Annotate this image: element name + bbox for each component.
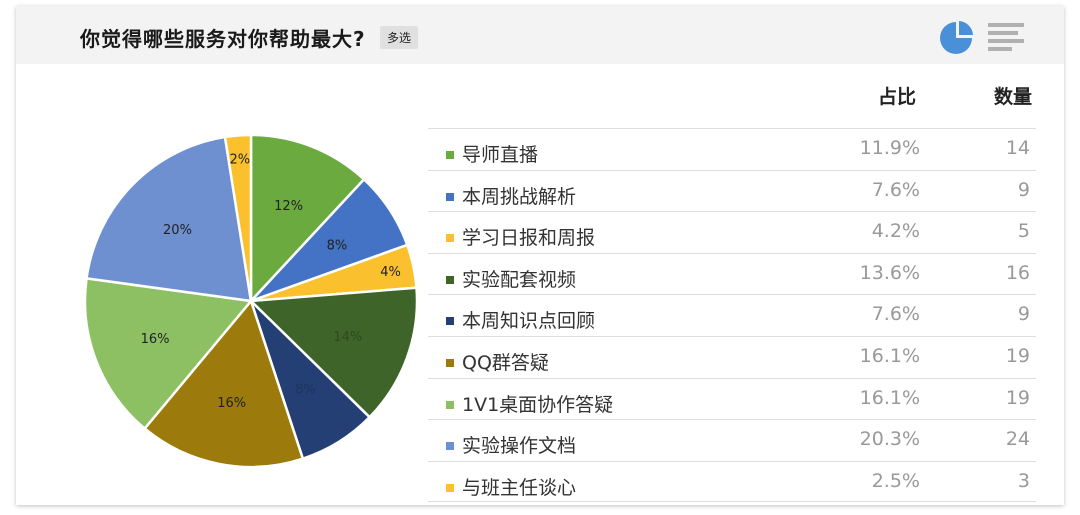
legend-swatch bbox=[446, 400, 454, 409]
table-row: 导师直播 11.9% 14 bbox=[428, 128, 1036, 170]
pie-slice[interactable] bbox=[85, 135, 253, 303]
slice-data-label: 8% bbox=[327, 238, 348, 253]
option-count: 3 bbox=[1017, 469, 1030, 492]
table-row: 本周知识点回顾 7.6% 9 bbox=[428, 294, 1036, 336]
option-count: 14 bbox=[1005, 137, 1030, 159]
slice-data-label: 16% bbox=[141, 332, 170, 347]
question-title: 你觉得哪些服务对你帮助最大? bbox=[80, 27, 366, 51]
option-label: 实验操作文档 bbox=[462, 435, 577, 458]
legend-swatch bbox=[446, 151, 454, 159]
option-percent: 20.3% bbox=[859, 428, 920, 451]
results-table: 导师直播 11.9% 14 本周挑战解析 7.6% 9 学习日报和周报 4.2% 5 实验配套视频… bbox=[428, 128, 1036, 503]
slice-data-label: 8% bbox=[295, 382, 316, 397]
pie-slice[interactable] bbox=[223, 133, 253, 302]
option-percent: 13.6% bbox=[859, 261, 920, 284]
slice-data-label: 20% bbox=[163, 223, 192, 238]
slice-data-label: 12% bbox=[274, 199, 303, 214]
legend-swatch bbox=[446, 317, 454, 326]
legend-swatch bbox=[446, 442, 454, 451]
option-percent: 4.2% bbox=[871, 220, 920, 243]
pie-chart-icon[interactable] bbox=[938, 20, 974, 56]
option-count: 9 bbox=[1017, 178, 1030, 201]
legend-swatch bbox=[446, 275, 454, 284]
option-label: 本周挑战解析 bbox=[462, 185, 577, 208]
pie-chart: 12% 8% 4% 14% 8% 16% 16% 20% 2% bbox=[83, 133, 419, 469]
option-count: 24 bbox=[1005, 428, 1030, 451]
option-count: 9 bbox=[1017, 303, 1030, 326]
option-label: 1V1桌面协作答疑 bbox=[462, 393, 614, 416]
option-percent: 16.1% bbox=[859, 344, 920, 367]
survey-card: 你觉得哪些服务对你帮助最大? 多选 12% 8% 4% 14% 8% 16% 16% 20% 2… bbox=[16, 6, 1064, 505]
multi-select-badge: 多选 bbox=[380, 26, 419, 49]
column-header-count: 数量 bbox=[994, 86, 1033, 108]
option-label: 学习日报和周报 bbox=[462, 227, 596, 250]
bar-list-icon[interactable] bbox=[988, 22, 1026, 54]
table-row: 本周挑战解析 7.6% 9 bbox=[428, 169, 1036, 212]
option-count: 19 bbox=[1005, 386, 1030, 409]
option-label: 本周知识点回顾 bbox=[462, 310, 596, 333]
table-row: 实验操作文档 20.3% 24 bbox=[428, 419, 1036, 461]
slice-data-label: 4% bbox=[380, 265, 401, 280]
legend-swatch bbox=[446, 483, 454, 492]
table-row: QQ群答疑 16.1% 19 bbox=[428, 335, 1036, 378]
table-row: 1V1桌面协作答疑 16.1% 19 bbox=[428, 377, 1036, 420]
option-percent: 16.1% bbox=[859, 386, 920, 409]
pie-slice[interactable] bbox=[142, 298, 305, 469]
option-count: 5 bbox=[1017, 220, 1030, 243]
pie-slice[interactable] bbox=[83, 276, 254, 431]
option-label: 与班主任谈心 bbox=[462, 476, 577, 499]
table-row: 学习日报和周报 4.2% 5 bbox=[428, 211, 1036, 253]
pie-slice[interactable] bbox=[248, 286, 419, 419]
slice-data-label: 2% bbox=[229, 153, 250, 168]
legend-swatch bbox=[446, 234, 454, 243]
pie-slice[interactable] bbox=[249, 133, 366, 305]
slice-data-label: 14% bbox=[333, 330, 362, 345]
option-percent: 2.5% bbox=[871, 469, 920, 492]
option-label: 实验配套视频 bbox=[462, 268, 577, 291]
option-percent: 11.9% bbox=[859, 137, 920, 159]
option-count: 16 bbox=[1005, 261, 1030, 284]
option-label: QQ群答疑 bbox=[462, 351, 549, 374]
option-percent: 7.6% bbox=[871, 178, 920, 201]
slice-data-label: 16% bbox=[217, 396, 246, 411]
table-row: 实验配套视频 13.6% 16 bbox=[428, 252, 1036, 295]
option-count: 19 bbox=[1005, 344, 1030, 367]
legend-swatch bbox=[446, 192, 454, 201]
option-percent: 7.6% bbox=[871, 303, 920, 326]
table-row: 与班主任谈心 2.5% 3 bbox=[428, 460, 1036, 503]
column-header-percent: 占比 bbox=[878, 86, 917, 108]
option-label: 导师直播 bbox=[462, 144, 539, 166]
card-header: 你觉得哪些服务对你帮助最大? 多选 bbox=[16, 6, 1064, 64]
legend-swatch bbox=[446, 358, 454, 367]
